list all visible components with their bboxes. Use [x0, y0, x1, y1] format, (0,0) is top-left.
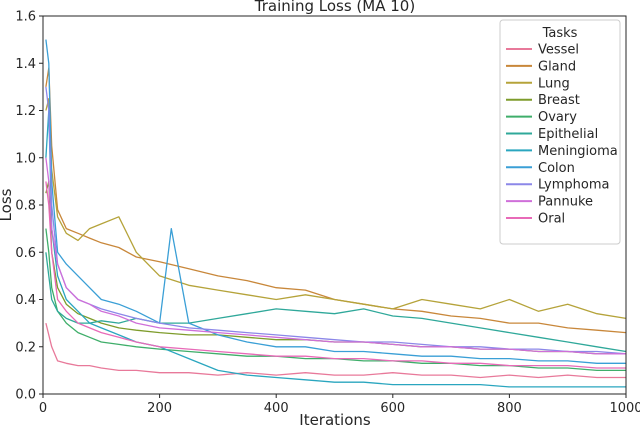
x-tick-label: 0 — [39, 401, 47, 416]
y-axis-label: Loss — [0, 188, 15, 221]
x-tick-label: 600 — [380, 401, 405, 416]
legend-label-breast: Breast — [538, 93, 580, 108]
legend-label-pannuke: Pannuke — [538, 195, 593, 210]
series-line-epithelial — [45, 252, 627, 353]
legend-label-ovary: Ovary — [538, 110, 577, 125]
x-axis-label: Iterations — [299, 411, 371, 428]
x-tick-label: 200 — [147, 401, 172, 416]
y-tick-label: 0.0 — [15, 388, 36, 403]
legend-frame — [499, 19, 621, 245]
series-line-gland — [45, 67, 627, 334]
legend-label-meningioma: Meningioma — [538, 144, 618, 159]
series-layer — [45, 39, 627, 388]
y-axis-ticks: 0.0 0.2 0.4 0.6 0.8 1.0 1.2 1.4 1.6 — [15, 10, 43, 403]
legend-label-vessel: Vessel — [538, 43, 579, 58]
legend-label-colon: Colon — [538, 161, 575, 176]
series-line-oral — [45, 181, 626, 369]
chart-title: Training Loss (MA 10) — [254, 0, 415, 15]
y-tick-label: 1.2 — [15, 104, 36, 119]
series-line-pannuke — [45, 157, 626, 355]
y-tick-label: 0.8 — [15, 199, 36, 214]
y-tick-label: 0.6 — [15, 246, 36, 261]
y-tick-label: 1.6 — [15, 10, 36, 25]
x-axis-ticks: 0 200 400 600 800 1000 — [39, 394, 640, 416]
y-tick-label: 0.4 — [15, 293, 36, 308]
x-tick-label: 1000 — [609, 401, 640, 416]
y-tick-label: 1.4 — [15, 57, 36, 72]
series-line-meningioma — [45, 109, 626, 388]
y-tick-label: 0.2 — [15, 340, 36, 355]
series-line-vessel — [45, 322, 626, 379]
series-line-colon — [45, 39, 626, 364]
legend-label-gland: Gland — [538, 59, 576, 74]
legend-label-oral: Oral — [538, 212, 565, 227]
legend-label-lung: Lung — [538, 76, 570, 91]
series-line-lung — [45, 98, 627, 320]
legend-label-lymphoma: Lymphoma — [538, 178, 609, 193]
legend-title: Tasks — [542, 26, 578, 41]
series-line-ovary — [45, 228, 626, 372]
y-tick-label: 1.0 — [15, 151, 36, 166]
legend-label-epithelial: Epithelial — [538, 127, 598, 142]
x-tick-label: 400 — [264, 401, 289, 416]
x-tick-label: 800 — [497, 401, 522, 416]
